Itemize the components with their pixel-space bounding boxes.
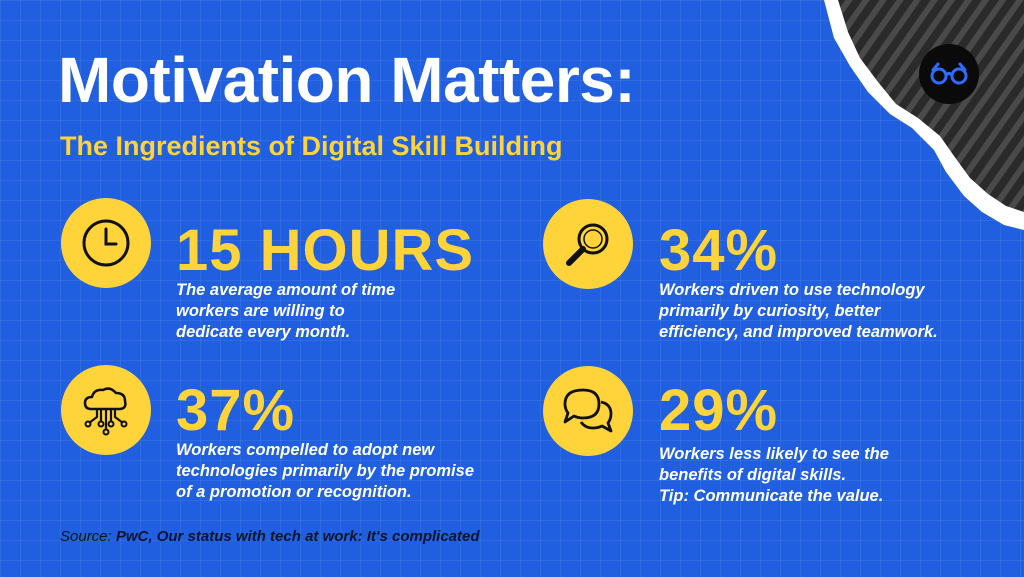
stat-value: 29% — [659, 378, 779, 443]
source-label: Source: — [60, 528, 116, 545]
stat-description: Workers compelled to adopt new technolog… — [176, 441, 474, 501]
stat-icon-circle — [543, 366, 633, 456]
torn-paper-decoration — [824, 0, 1024, 230]
stat-icon-circle — [543, 199, 633, 289]
glasses-icon — [930, 62, 968, 85]
magnifying-glass-icon — [566, 223, 609, 266]
brand-logo — [919, 44, 979, 104]
page-subtitle: The Ingredients of Digital Skill Buildin… — [60, 131, 563, 161]
page-title: Motivation Matters: — [58, 44, 636, 116]
cloud-network-icon — [83, 387, 128, 436]
source-citation: Source: PwC, Our status with tech at wor… — [60, 528, 480, 545]
stat-description: Workers less likely to see the benefits … — [659, 445, 889, 505]
chat-bubbles-icon — [563, 388, 613, 433]
clock-icon — [82, 219, 130, 267]
stat-description: The average amount of time workers are w… — [176, 281, 396, 341]
stat-icon-circle — [61, 365, 151, 455]
source-text: PwC, Our status with tech at work: It's … — [115, 528, 480, 545]
stat-value: 34% — [659, 218, 779, 283]
stat-icon-circle — [61, 198, 151, 288]
stat-description: Workers driven to use technology primari… — [659, 281, 938, 341]
stat-value: 37% — [176, 378, 296, 443]
stat-value: 15 HOURS — [176, 218, 475, 283]
